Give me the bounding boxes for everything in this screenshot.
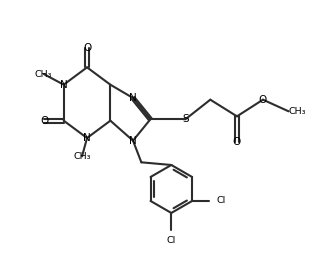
Text: CH₃: CH₃	[73, 152, 91, 161]
Text: Cl: Cl	[217, 196, 226, 206]
Text: Cl: Cl	[167, 236, 176, 245]
Text: N: N	[129, 136, 137, 146]
Text: N: N	[83, 133, 91, 143]
Text: O: O	[259, 95, 267, 105]
Text: O: O	[233, 137, 241, 147]
Text: O: O	[40, 116, 48, 126]
Text: N: N	[129, 93, 137, 103]
Text: N: N	[60, 80, 67, 90]
Text: CH₃: CH₃	[35, 70, 52, 79]
Text: CH₃: CH₃	[289, 107, 306, 116]
Text: S: S	[182, 114, 189, 124]
Text: O: O	[83, 43, 91, 53]
